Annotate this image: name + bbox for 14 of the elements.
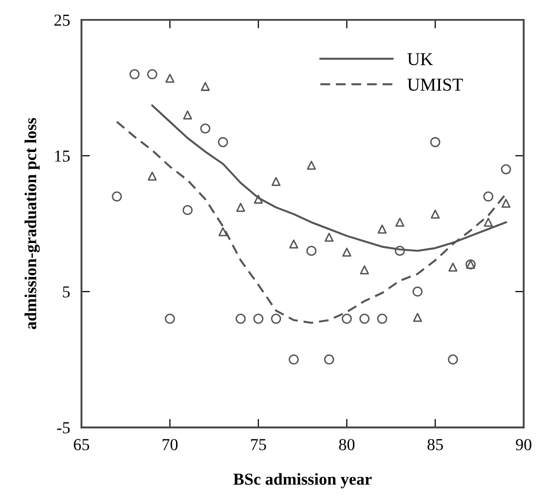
x-tick-label: 75 [251,439,266,450]
y-tick-label: 5 [62,286,70,298]
y-tick-label: 15 [55,150,70,162]
x-axis-title: BSc admission year [233,473,372,488]
x-tick-label: 80 [339,439,354,450]
x-tick-label: 85 [428,439,443,450]
x-tick-label: 70 [162,439,178,450]
y-tick-label: 25 [54,14,70,26]
legend-label: UMIST [407,78,463,91]
x-tick-label: 90 [516,439,532,450]
legend-label: UK [407,53,433,66]
x-tick-label: 65 [74,439,90,450]
y-tick-label: -5 [57,422,70,434]
y-axis-title: admission-graduation pct loss [24,118,40,330]
